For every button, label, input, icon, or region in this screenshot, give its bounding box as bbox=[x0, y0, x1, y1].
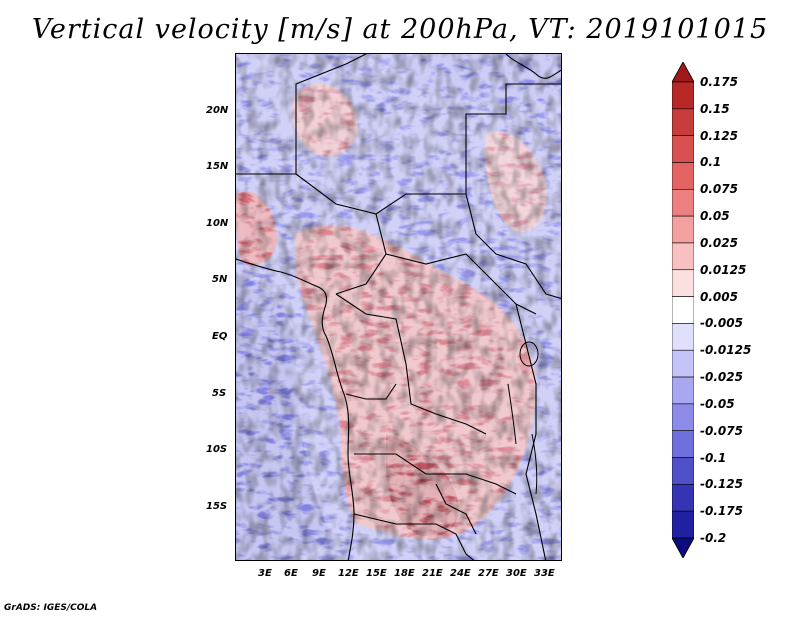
lon-tick-label: 12E bbox=[338, 568, 359, 579]
border-congo-drc bbox=[335, 293, 487, 435]
colorbar-segment bbox=[672, 323, 694, 351]
lon-tick-label: 18E bbox=[394, 568, 415, 579]
great-lakes bbox=[507, 341, 539, 495]
lat-tick-label: 20N bbox=[206, 105, 229, 116]
lon-tick-label: 33E bbox=[534, 568, 555, 579]
colorbar-tick-label: 0.005 bbox=[700, 289, 738, 304]
colorbar-tick-label: 0.15 bbox=[700, 101, 730, 116]
colorbar-tick-label: 0.1 bbox=[700, 155, 722, 170]
lat-tick-label: 10N bbox=[206, 218, 229, 229]
colorbar-tick-label: -0.075 bbox=[700, 423, 743, 438]
lat-tick-label: 5N bbox=[212, 274, 228, 285]
velocity-field-map bbox=[236, 54, 561, 560]
colorbar-segment bbox=[672, 349, 694, 378]
lon-tick-label: 24E bbox=[450, 568, 471, 579]
east-african-borders bbox=[515, 303, 547, 560]
colorbar-tick-label: 0.125 bbox=[700, 128, 738, 143]
lon-tick-label: 21E bbox=[422, 568, 443, 579]
colorbar-tick-label: -0.175 bbox=[700, 504, 743, 519]
colorbar-tick-label: -0.025 bbox=[700, 370, 743, 385]
coastlines-borders bbox=[236, 54, 561, 560]
colorbar-top-arrow bbox=[672, 62, 694, 83]
colorbar-segment bbox=[672, 81, 694, 110]
colorbar-segment bbox=[672, 296, 694, 324]
colorbar-segment bbox=[672, 376, 694, 405]
colorbar-tick-label: -0.125 bbox=[700, 477, 743, 492]
border-north bbox=[236, 54, 367, 175]
colorbar-tick-label: 0.0125 bbox=[700, 262, 747, 277]
lon-tick-label: 3E bbox=[258, 568, 272, 579]
border-chad-sudan bbox=[375, 83, 561, 215]
lake-victoria bbox=[519, 341, 539, 367]
colorbar-segment bbox=[672, 135, 694, 163]
lon-tick-label: 27E bbox=[478, 568, 499, 579]
lon-tick-label: 30E bbox=[506, 568, 527, 579]
colorbar-tick-label: 0.05 bbox=[700, 209, 730, 224]
lat-tick-label: 15S bbox=[206, 501, 228, 512]
colorbar-segment bbox=[672, 269, 694, 297]
colorbar-tick-label: -0.05 bbox=[700, 396, 735, 411]
colorbar-segment bbox=[672, 403, 694, 432]
lat-tick-label: 15N bbox=[206, 161, 229, 172]
colorbar-tick-label: 0.175 bbox=[700, 75, 738, 89]
colorbar-segment bbox=[672, 108, 694, 136]
colorbar-segment bbox=[672, 484, 694, 512]
colorbar-segment bbox=[672, 215, 694, 244]
colorbar-tick-label: 0.025 bbox=[700, 235, 738, 250]
red-sea-coast bbox=[505, 54, 561, 79]
lon-tick-label: 15E bbox=[366, 568, 387, 579]
colorbar-tick-label: 0.075 bbox=[700, 182, 738, 197]
colorbar-segment bbox=[672, 457, 694, 485]
colorbar-bottom-arrow bbox=[672, 537, 694, 558]
lon-tick-label: 6E bbox=[284, 568, 298, 579]
colorbar-tick-label: -0.2 bbox=[700, 531, 727, 545]
colorbar-segment bbox=[672, 188, 694, 217]
lake-malawi bbox=[531, 433, 538, 495]
border-zambia-zimbabwe bbox=[435, 483, 477, 535]
border-angola-north bbox=[345, 383, 397, 400]
field-texture-red bbox=[236, 54, 561, 560]
colorbar-segment bbox=[672, 242, 694, 271]
border-angola-zambia bbox=[354, 453, 517, 495]
lat-tick-label: 10S bbox=[206, 444, 228, 455]
border-nigeria-cameroon bbox=[295, 173, 387, 295]
lat-tick-label: EQ bbox=[212, 331, 228, 342]
atlantic-coastline bbox=[236, 258, 355, 560]
border-sudan-ethiopia bbox=[465, 193, 561, 299]
lake-tanganyika bbox=[507, 383, 517, 445]
colorbar-tick-label: -0.1 bbox=[700, 450, 727, 465]
colorbar bbox=[672, 62, 694, 558]
colorbar-tick-label: -0.005 bbox=[700, 316, 743, 331]
lon-tick-label: 9E bbox=[312, 568, 326, 579]
colorbar-segment bbox=[672, 430, 694, 458]
colorbar-tick-label: -0.0125 bbox=[700, 343, 752, 358]
chart-title: Vertical velocity [m/s] at 200hPa, VT: 2… bbox=[31, 14, 769, 45]
colorbar-segment bbox=[672, 162, 694, 190]
border-namibia bbox=[353, 513, 475, 560]
border-car-drc bbox=[385, 253, 537, 315]
colorbar-segment bbox=[672, 510, 694, 539]
grads-credit: GrADS: IGES/COLA bbox=[4, 603, 98, 613]
map-plot-area bbox=[235, 53, 562, 561]
lat-tick-label: 5S bbox=[212, 388, 227, 399]
